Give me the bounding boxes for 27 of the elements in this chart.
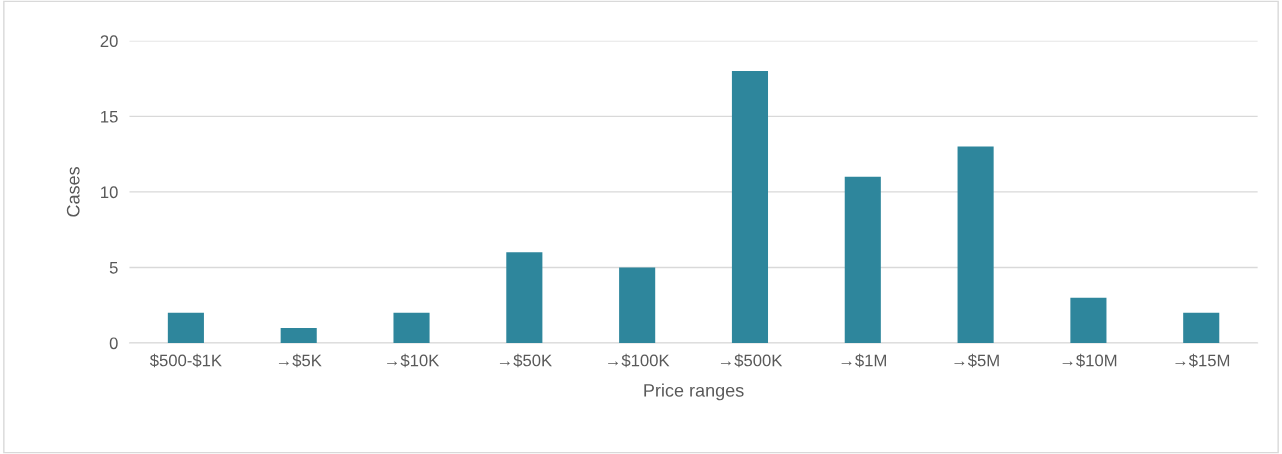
x-tick-label: →$1M	[841, 353, 886, 368]
x-tick-label: →$10K	[387, 353, 440, 368]
x-tick-label: →$50K	[499, 353, 552, 368]
y-tick-label: 15	[101, 110, 118, 123]
bar	[619, 267, 656, 343]
x-tick-label: $500-$1K	[149, 353, 222, 368]
bar	[844, 176, 881, 343]
x-tick-label: →$100K	[608, 353, 670, 368]
bar	[1070, 297, 1107, 343]
x-tick-label: →$5M	[954, 353, 999, 368]
y-axis-title: Cases	[66, 166, 80, 217]
bar	[393, 312, 430, 343]
bar	[280, 327, 317, 343]
x-tick-label: →$15M	[1175, 353, 1230, 368]
x-tick-label: →$10M	[1062, 353, 1117, 368]
y-tick-label: 10	[101, 186, 118, 199]
bar	[731, 71, 769, 343]
bar	[1183, 312, 1220, 343]
y-tick-label: 20	[100, 35, 118, 48]
x-axis-title: Price ranges	[644, 383, 744, 401]
bar	[506, 252, 543, 343]
x-tick-label: →$500K	[720, 353, 783, 368]
x-tick-label: →$5K	[278, 353, 322, 368]
y-tick-label: 0	[109, 337, 118, 350]
y-tick-label: 5	[109, 262, 118, 274]
bar	[167, 312, 204, 343]
bar	[957, 146, 994, 343]
